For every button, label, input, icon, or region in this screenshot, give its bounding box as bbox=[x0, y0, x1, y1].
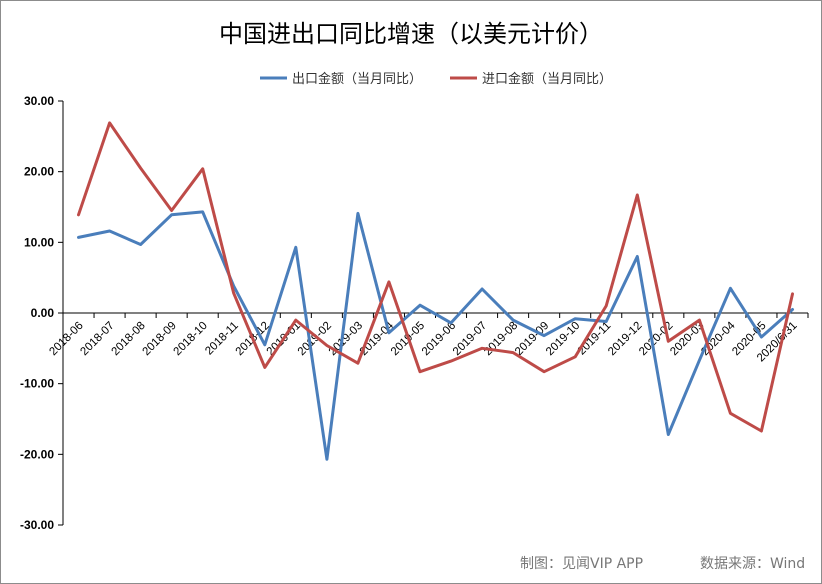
footer-credit: 制图：见闻VIP APP bbox=[520, 556, 643, 572]
legend: 出口金额（当月同比） 进口金额（当月同比） bbox=[260, 71, 612, 87]
y-tick-label: -10.00 bbox=[20, 377, 54, 391]
chart-title: 中国进出口同比增速（以美元计价） bbox=[219, 20, 603, 48]
y-tick-label: 0.00 bbox=[31, 306, 55, 320]
y-tick-label: 20.00 bbox=[24, 165, 54, 179]
y-tick-label: 10.00 bbox=[24, 235, 54, 249]
y-tick-label: 30.00 bbox=[24, 94, 54, 108]
series-line-1 bbox=[77, 121, 794, 433]
series-layer bbox=[77, 121, 794, 461]
legend-label-0: 出口金额（当月同比） bbox=[292, 71, 422, 87]
footer-source: 数据来源：Wind bbox=[700, 556, 805, 572]
series-line-0 bbox=[77, 210, 794, 461]
y-tick-label: -20.00 bbox=[20, 447, 54, 461]
legend-label-1: 进口金额（当月同比） bbox=[482, 71, 612, 87]
y-tick-label: -30.00 bbox=[20, 518, 54, 532]
y-axis: 30.00 20.00 10.00 0.00 -10.00 -20.00 -30.00 bbox=[20, 94, 64, 532]
